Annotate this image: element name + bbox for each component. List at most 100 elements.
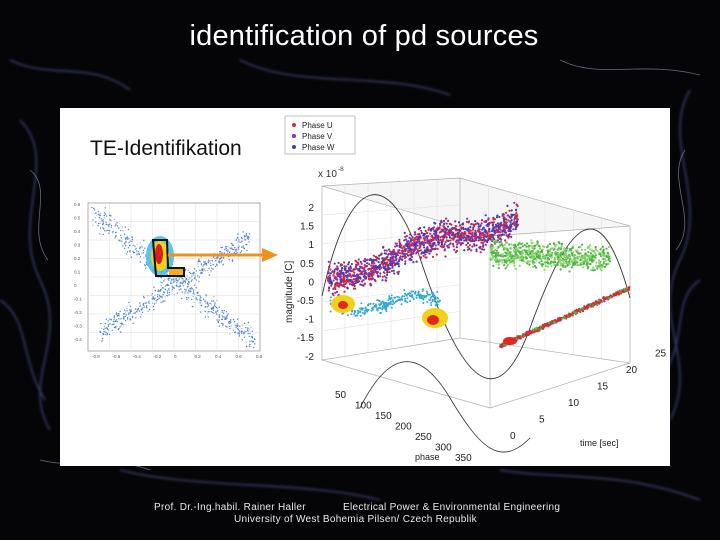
scatter-point bbox=[222, 324, 224, 326]
cloud-point bbox=[461, 242, 465, 245]
cloud-point bbox=[550, 252, 553, 255]
cloud-point bbox=[403, 239, 406, 242]
scatter-point bbox=[233, 320, 236, 323]
cloud-point bbox=[498, 234, 502, 237]
cloud-point bbox=[438, 226, 441, 229]
cloud-point bbox=[384, 308, 387, 311]
scatter-point bbox=[216, 256, 218, 259]
cloud-point bbox=[467, 246, 470, 249]
cloud-point bbox=[381, 308, 384, 311]
cloud-point bbox=[352, 287, 355, 290]
scatter-point bbox=[139, 246, 141, 248]
cloud-point bbox=[439, 224, 442, 227]
cloud-point bbox=[361, 312, 364, 314]
scatter-point bbox=[238, 245, 240, 248]
scatter-point bbox=[214, 306, 216, 308]
scatter-point bbox=[110, 226, 113, 228]
scatter-point bbox=[125, 314, 127, 316]
cloud-point bbox=[542, 324, 546, 327]
scatter-point bbox=[113, 316, 115, 318]
scatter-point bbox=[179, 283, 181, 285]
scatter-point bbox=[107, 330, 109, 332]
cloud-point bbox=[370, 264, 373, 267]
cloud-point bbox=[515, 220, 518, 223]
cloud-point bbox=[357, 262, 360, 265]
cloud-point bbox=[476, 222, 479, 225]
cloud-point bbox=[399, 299, 402, 302]
cloud-point bbox=[409, 239, 412, 243]
cloud-point bbox=[555, 252, 558, 255]
cloud-point bbox=[497, 251, 500, 254]
exponent-label: x 10 bbox=[318, 169, 337, 180]
cloud-point bbox=[412, 290, 415, 293]
scatter-point bbox=[243, 332, 245, 334]
scatter-point bbox=[101, 220, 103, 222]
cloud-point bbox=[501, 229, 504, 232]
scatter-point bbox=[195, 287, 197, 289]
cloud-point bbox=[332, 294, 335, 297]
z-tick-label: 1.5 bbox=[300, 222, 314, 233]
scatter-point bbox=[139, 247, 141, 250]
scatter-point bbox=[237, 329, 240, 331]
cloud-point bbox=[433, 226, 436, 229]
cloud-point bbox=[444, 241, 447, 244]
cloud-point bbox=[515, 255, 518, 258]
cloud-point bbox=[431, 295, 434, 298]
cloud-point bbox=[559, 268, 562, 271]
cloud-point bbox=[568, 248, 572, 251]
cloud-point bbox=[577, 252, 580, 255]
cloud-point bbox=[580, 256, 584, 259]
cloud-point bbox=[444, 235, 447, 238]
cloud-point bbox=[383, 261, 386, 265]
time-tick-label: 5 bbox=[539, 415, 545, 426]
scatter-point bbox=[178, 289, 180, 291]
cloud-point bbox=[424, 253, 427, 256]
scatter-point bbox=[102, 223, 104, 226]
cloud-point bbox=[593, 268, 596, 272]
cloud-point bbox=[582, 262, 586, 265]
cloud-point bbox=[546, 246, 549, 249]
cloud-point bbox=[419, 293, 422, 296]
scatter-point bbox=[215, 306, 218, 309]
cloud-point bbox=[496, 260, 499, 263]
scatter-point bbox=[239, 325, 241, 327]
cloud-point bbox=[429, 249, 432, 252]
scatter-point bbox=[99, 222, 102, 224]
scatter-point bbox=[125, 237, 128, 239]
cloud-point bbox=[518, 250, 521, 253]
scatter-point bbox=[235, 239, 237, 241]
cloud-point bbox=[550, 247, 553, 250]
cloud-point bbox=[420, 231, 423, 235]
cloud-point bbox=[430, 245, 433, 248]
scatter-point bbox=[240, 241, 242, 244]
cloud-point bbox=[563, 247, 566, 250]
scatter-point bbox=[170, 279, 173, 281]
scatter-point bbox=[105, 223, 108, 226]
scatter-point bbox=[212, 264, 214, 266]
scatter-point bbox=[118, 239, 120, 241]
cloud-point bbox=[514, 253, 517, 256]
scatter-point bbox=[129, 309, 131, 311]
scatter-point bbox=[232, 243, 234, 245]
cloud-point bbox=[328, 266, 331, 269]
cloud-point bbox=[593, 252, 597, 255]
cloud-point bbox=[374, 267, 377, 270]
cloud-point bbox=[505, 241, 508, 244]
scatter-point bbox=[200, 256, 203, 258]
cloud-point bbox=[370, 267, 373, 271]
cloud-point bbox=[450, 223, 453, 226]
cloud-point bbox=[434, 244, 437, 247]
scatter-y-tick: -0.1 bbox=[74, 297, 82, 302]
cloud-point bbox=[540, 249, 543, 252]
cloud-point bbox=[482, 244, 485, 247]
cloud-point bbox=[370, 275, 373, 278]
scatter-point bbox=[224, 248, 226, 251]
cloud-point bbox=[604, 259, 607, 263]
cloud-point bbox=[484, 220, 488, 223]
scatter-point bbox=[171, 285, 173, 287]
cloud-point bbox=[543, 268, 546, 271]
scatter-point bbox=[252, 340, 254, 343]
scatter-point bbox=[113, 321, 115, 323]
cloud-point bbox=[590, 305, 593, 308]
cloud-point bbox=[440, 228, 444, 231]
